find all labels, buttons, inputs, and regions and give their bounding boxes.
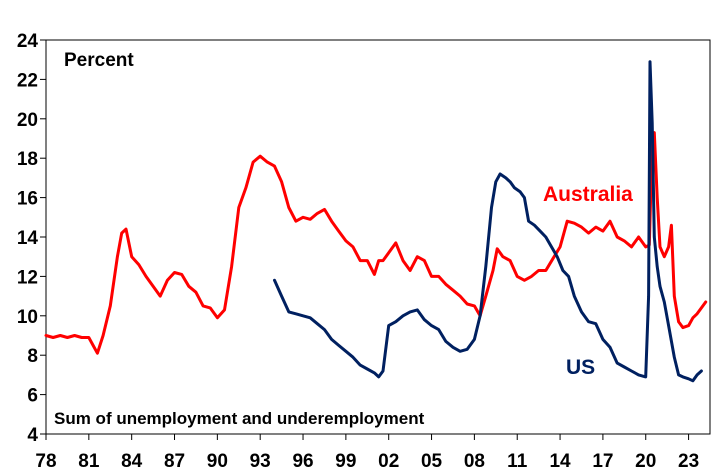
- y-tick-label: 12: [17, 267, 38, 288]
- x-tick-label: 20: [635, 451, 656, 472]
- series-line-us: [273, 60, 703, 383]
- y-tick-label: 18: [17, 149, 38, 170]
- y-tick-label: 10: [17, 307, 38, 328]
- y-tick-label: 20: [17, 110, 38, 131]
- y-tick-label: 4: [27, 425, 38, 446]
- chart-note: Sum of unemployment and underemployment: [54, 409, 425, 428]
- series-line-australia: [44, 131, 708, 355]
- x-tick-label: 78: [35, 451, 56, 472]
- x-tick-label: 96: [292, 451, 313, 472]
- x-tick-label: 99: [335, 451, 356, 472]
- x-tick-label: 90: [207, 451, 228, 472]
- x-tick-label: 93: [250, 451, 271, 472]
- y-tick-label: 14: [17, 228, 39, 249]
- series-label-australia: Australia: [543, 183, 633, 206]
- y-tick-label: 8: [27, 346, 38, 367]
- x-tick-label: 08: [464, 451, 485, 472]
- series-lines: [44, 60, 708, 383]
- x-tick-label: 87: [164, 451, 185, 472]
- x-tick-label: 11: [507, 451, 528, 472]
- x-axis: 78 81 84 87 90 93 96 99 02 05 08 11 14 17 20 23: [35, 434, 699, 472]
- y-tick-label: 6: [27, 386, 38, 407]
- x-tick-label: 81: [78, 451, 100, 472]
- x-tick-label: 17: [592, 451, 613, 472]
- x-tick-label: 02: [378, 451, 399, 472]
- x-tick-label: 05: [421, 451, 443, 472]
- y-tick-label: 22: [17, 70, 38, 91]
- y-axis-label: Percent: [64, 50, 134, 71]
- y-axis: 4 6 8 10 12 14 16 18 20 22 24: [17, 31, 46, 446]
- x-tick-label: 23: [678, 451, 699, 472]
- y-tick-label: 16: [17, 189, 38, 210]
- x-tick-label: 14: [549, 451, 571, 472]
- series-label-us: US: [566, 356, 595, 379]
- y-tick-label: 24: [17, 31, 39, 52]
- x-tick-label: 84: [121, 451, 143, 472]
